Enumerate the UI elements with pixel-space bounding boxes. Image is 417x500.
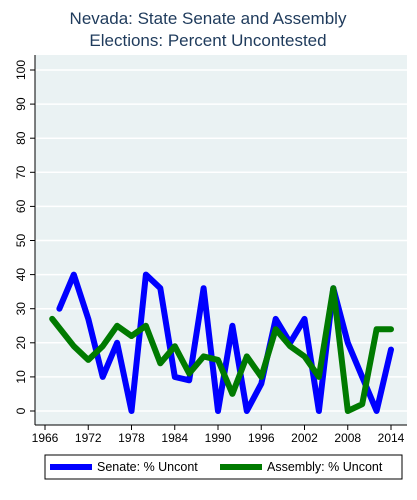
x-tick-label: 2008	[334, 431, 361, 445]
axes: 0 10 20 30 40 50 60 70 80 90 100 1966 1972 1978 1984 19…	[14, 55, 407, 445]
x-tick-label: 1972	[75, 431, 102, 445]
y-tick-label: 20	[14, 336, 28, 350]
y-tick-label: 70	[14, 165, 28, 179]
y-tick-label: 10	[14, 370, 28, 384]
chart-title-line-2: Elections: Percent Uncontested	[89, 31, 326, 50]
x-tick-label: 1966	[32, 431, 59, 445]
y-tick-label: 0	[14, 407, 28, 414]
x-tick-label: 2014	[378, 431, 405, 445]
y-tick-label: 80	[14, 131, 28, 145]
y-tick-label: 60	[14, 199, 28, 213]
x-tick-label: 2002	[291, 431, 318, 445]
y-tick-label: 30	[14, 302, 28, 316]
series-lines	[49, 271, 394, 414]
x-tick-label: 1984	[161, 431, 188, 445]
legend-label-assembly: Assembly: % Uncont	[267, 460, 383, 474]
y-tick-label: 100	[14, 60, 28, 80]
x-tick-label: 1978	[118, 431, 145, 445]
series-line-assembly	[49, 285, 394, 414]
chart-title-line-1: Nevada: State Senate and Assembly	[70, 9, 347, 28]
legend: Senate: % Uncont Assembly: % Uncont	[44, 454, 403, 480]
y-tick-label: 40	[14, 268, 28, 282]
x-tick-label: 1996	[248, 431, 275, 445]
legend-label-senate: Senate: % Uncont	[97, 460, 198, 474]
x-tick-label: 1990	[205, 431, 232, 445]
y-tick-label: 50	[14, 234, 28, 248]
y-tick-label: 90	[14, 97, 28, 111]
